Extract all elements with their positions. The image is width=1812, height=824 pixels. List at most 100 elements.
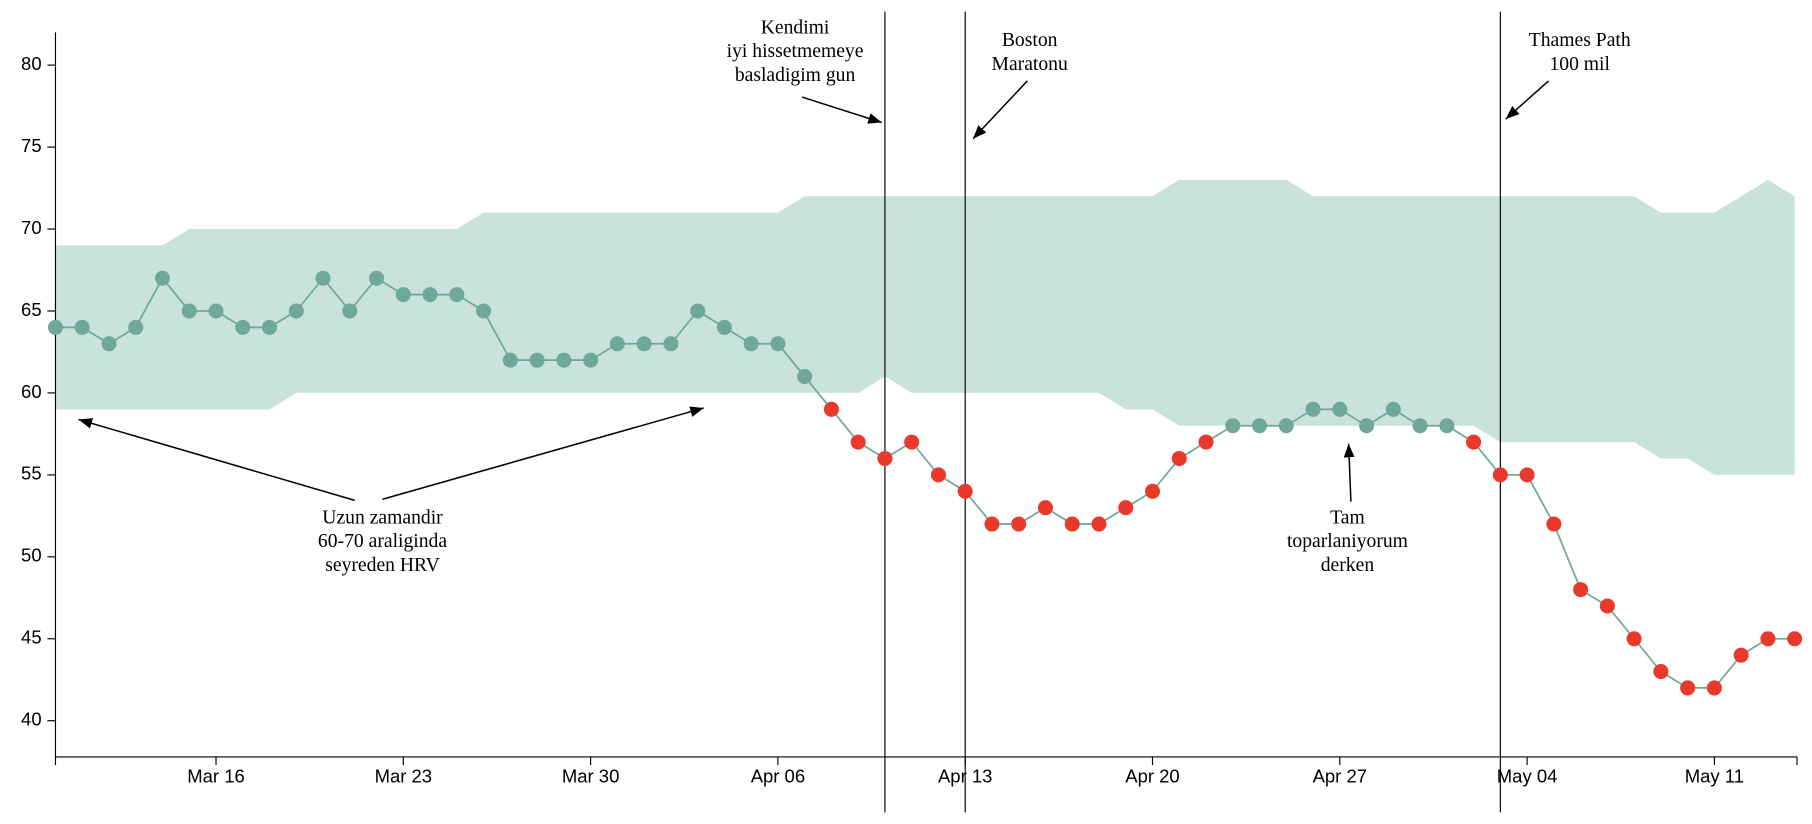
hrv-point [369,270,385,286]
x-tick-label: Mar 23 [375,766,432,787]
x-tick-label: May 11 [1685,766,1744,787]
hrv-point [823,401,839,417]
hrv-point [395,287,411,303]
hrv-point [1733,647,1749,663]
hrv-point [288,303,304,319]
annotation-text: Kendimi [761,16,830,38]
hrv-point [1546,516,1562,532]
hrv-point [770,336,786,352]
hrv-point [1653,664,1669,680]
x-tick-label: Mar 30 [562,766,619,787]
annotation-text: iyi hissetmemeye [727,40,864,62]
hrv-point [1091,516,1107,532]
hrv-point [1680,680,1696,696]
hrv-point [74,319,90,335]
hrv-point [1225,418,1241,434]
annotation-text: Maratonu [992,53,1068,75]
hrv-point [101,336,117,352]
hrv-point [1385,401,1401,417]
annotation-text: Uzun zamandir [322,506,443,528]
hrv-point [1144,483,1161,499]
hrv-point [957,483,973,499]
y-tick-label: 60 [21,381,42,402]
y-tick-label: 80 [21,53,42,74]
y-tick-label: 50 [21,545,42,566]
hrv-point [583,352,599,368]
annotation-text: 60-70 araliginda [318,530,447,552]
y-tick-label: 70 [21,217,42,238]
hrv-point [1439,418,1455,434]
hrv-point [1198,434,1214,450]
hrv-point [235,319,251,335]
hrv-point [1573,582,1589,598]
annotation-arrow [801,96,882,124]
hrv-point [556,352,572,368]
hrv-point [1118,500,1134,516]
hrv-point [529,352,545,368]
y-tick-label: 45 [21,627,42,648]
hrv-point [1787,631,1803,647]
annotation-arrow [972,80,1028,140]
hrv-point [315,270,331,286]
hrv-point [1332,401,1348,417]
hrv-point [1171,450,1187,466]
normal-range-band [55,179,1795,475]
hrv-point [47,319,63,335]
hrv-point [1011,516,1027,532]
hrv-point [609,336,625,352]
hrv-point [1626,631,1642,647]
annotation-text: Tam [1330,506,1365,528]
hrv-point [1278,418,1294,434]
hrv-point [663,336,679,352]
annotation-text: 100 mil [1549,53,1610,75]
hrv-point [904,434,920,450]
hrv-point [797,369,813,385]
hrv-point [1412,418,1428,434]
x-tick-label: May 04 [1497,766,1558,787]
hrv-point [1359,418,1375,434]
annotation-text: basladigim gun [735,64,856,86]
hrv-point [1252,418,1268,434]
hrv-point [342,303,358,319]
x-tick-label: Apr 27 [1313,766,1367,787]
hrv-point [1519,467,1535,483]
x-tick-label: Apr 06 [751,766,805,787]
annotation-arrow [1505,80,1550,120]
x-tick-label: Apr 20 [1125,766,1179,787]
annotation-text: seyreden HRV [325,554,440,576]
x-tick-label: Mar 16 [187,766,244,787]
hrv-point [636,336,652,352]
annotation-arrow [382,406,704,500]
y-tick-label: 75 [21,135,42,156]
hrv-point [1492,467,1508,483]
hrv-point [743,336,759,352]
annotation-text: Thames Path [1529,29,1631,51]
hrv-point [181,303,197,319]
y-tick-label: 40 [21,709,42,730]
y-tick-label: 55 [21,463,42,484]
hrv-point [850,434,866,450]
annotation-text: derken [1321,554,1375,576]
hrv-point [877,450,893,466]
hrv-point [476,303,492,319]
annotation-arrow [78,418,355,502]
hrv-point [1305,401,1321,417]
hrv-point [1599,598,1615,614]
hrv-point [716,319,732,335]
hrv-point [449,287,465,303]
annotation-text: Boston [1002,29,1058,51]
hrv-point [262,319,278,335]
hrv-point [1760,631,1776,647]
annotation-text: toparlaniyorum [1287,530,1408,552]
hrv-point [690,303,706,319]
hrv-point [1064,516,1080,532]
hrv-point [208,303,224,319]
hrv-point [1706,680,1722,696]
hrv-point [930,467,946,483]
hrv-point [1037,500,1053,516]
hrv-point [502,352,518,368]
hrv-point [984,516,1000,532]
y-tick-label: 65 [21,299,42,320]
hrv-point [154,270,171,286]
